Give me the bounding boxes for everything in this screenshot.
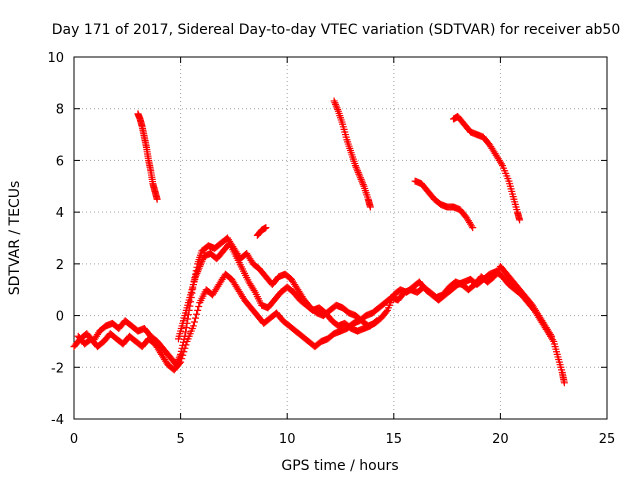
x-tick-label: 15 — [386, 432, 403, 447]
series-arc-3 — [330, 97, 374, 211]
data-point — [250, 287, 258, 295]
y-tick-label: -2 — [51, 361, 64, 376]
data-point — [196, 262, 204, 270]
data-point — [194, 266, 202, 274]
data-point — [469, 224, 477, 232]
data-point — [177, 358, 185, 366]
data-point — [353, 165, 361, 173]
data-point — [366, 203, 374, 211]
data-point — [178, 355, 186, 363]
data-point — [262, 224, 270, 232]
data-points — [70, 97, 568, 387]
data-point — [330, 97, 338, 105]
data-point — [196, 261, 204, 269]
data-point — [352, 163, 360, 171]
data-point — [194, 268, 202, 276]
data-point — [334, 106, 342, 114]
data-point — [192, 273, 200, 281]
data-point — [468, 222, 476, 230]
x-tick-label: 5 — [176, 432, 184, 447]
data-point — [193, 269, 201, 277]
data-point — [372, 318, 380, 326]
data-point — [355, 170, 363, 178]
data-point — [182, 328, 190, 336]
series-main-trace-c — [174, 239, 381, 343]
y-tick-label: 0 — [56, 310, 64, 325]
data-point — [180, 348, 188, 356]
data-point — [331, 99, 339, 107]
data-point — [194, 306, 202, 314]
data-point — [195, 264, 203, 272]
data-point — [199, 256, 207, 264]
data-point — [333, 104, 341, 112]
data-point — [182, 341, 190, 349]
x-tick-label: 10 — [279, 432, 296, 447]
x-tick-label: 25 — [599, 432, 616, 447]
data-point — [359, 179, 367, 187]
y-tick-label: 10 — [47, 51, 64, 66]
data-point — [193, 310, 201, 318]
data-point — [192, 314, 200, 322]
data-point — [373, 317, 381, 325]
data-point — [382, 308, 390, 316]
series-main-trace-a — [70, 234, 568, 387]
data-point — [189, 322, 197, 330]
data-point — [356, 174, 364, 182]
data-point — [182, 324, 190, 332]
data-point — [354, 167, 362, 175]
data-point — [354, 168, 362, 176]
data-point — [192, 271, 200, 279]
y-tick-label: 8 — [56, 103, 64, 118]
data-point — [516, 216, 524, 224]
series-main-trace-b — [74, 262, 556, 374]
data-point — [190, 318, 198, 326]
series-arc-2 — [253, 224, 270, 239]
data-point — [358, 177, 366, 185]
data-point — [548, 332, 556, 340]
data-point — [198, 257, 206, 265]
y-tick-label: -4 — [51, 413, 64, 428]
x-axis-label: GPS time / hours — [281, 458, 398, 474]
data-point — [181, 344, 189, 352]
data-point — [359, 181, 367, 189]
data-point — [549, 336, 557, 344]
y-tick-label: 4 — [56, 206, 64, 221]
series-arc-5 — [449, 112, 524, 224]
series-arc-1 — [134, 110, 161, 203]
data-point — [547, 331, 555, 339]
y-tick-label: 6 — [56, 154, 64, 169]
x-tick-label: 20 — [492, 432, 509, 447]
data-point — [195, 303, 203, 311]
data-point — [197, 259, 205, 267]
data-point — [357, 175, 365, 183]
data-point — [332, 100, 340, 108]
y-axis-label: SDTVAR / TECUs — [7, 181, 23, 296]
x-tick-label: 0 — [70, 432, 78, 447]
series-arc-4 — [411, 177, 477, 232]
y-tick-label: 2 — [56, 258, 64, 273]
chart-title: Day 171 of 2017, Sidereal Day-to-day VTE… — [52, 22, 621, 38]
data-point — [560, 379, 568, 387]
data-point — [332, 102, 340, 110]
data-point — [497, 160, 505, 168]
data-point — [351, 162, 359, 170]
plot-frame — [73, 56, 608, 420]
data-point — [356, 172, 364, 180]
data-point — [179, 351, 187, 359]
data-point — [176, 359, 184, 367]
data-point — [153, 195, 161, 203]
